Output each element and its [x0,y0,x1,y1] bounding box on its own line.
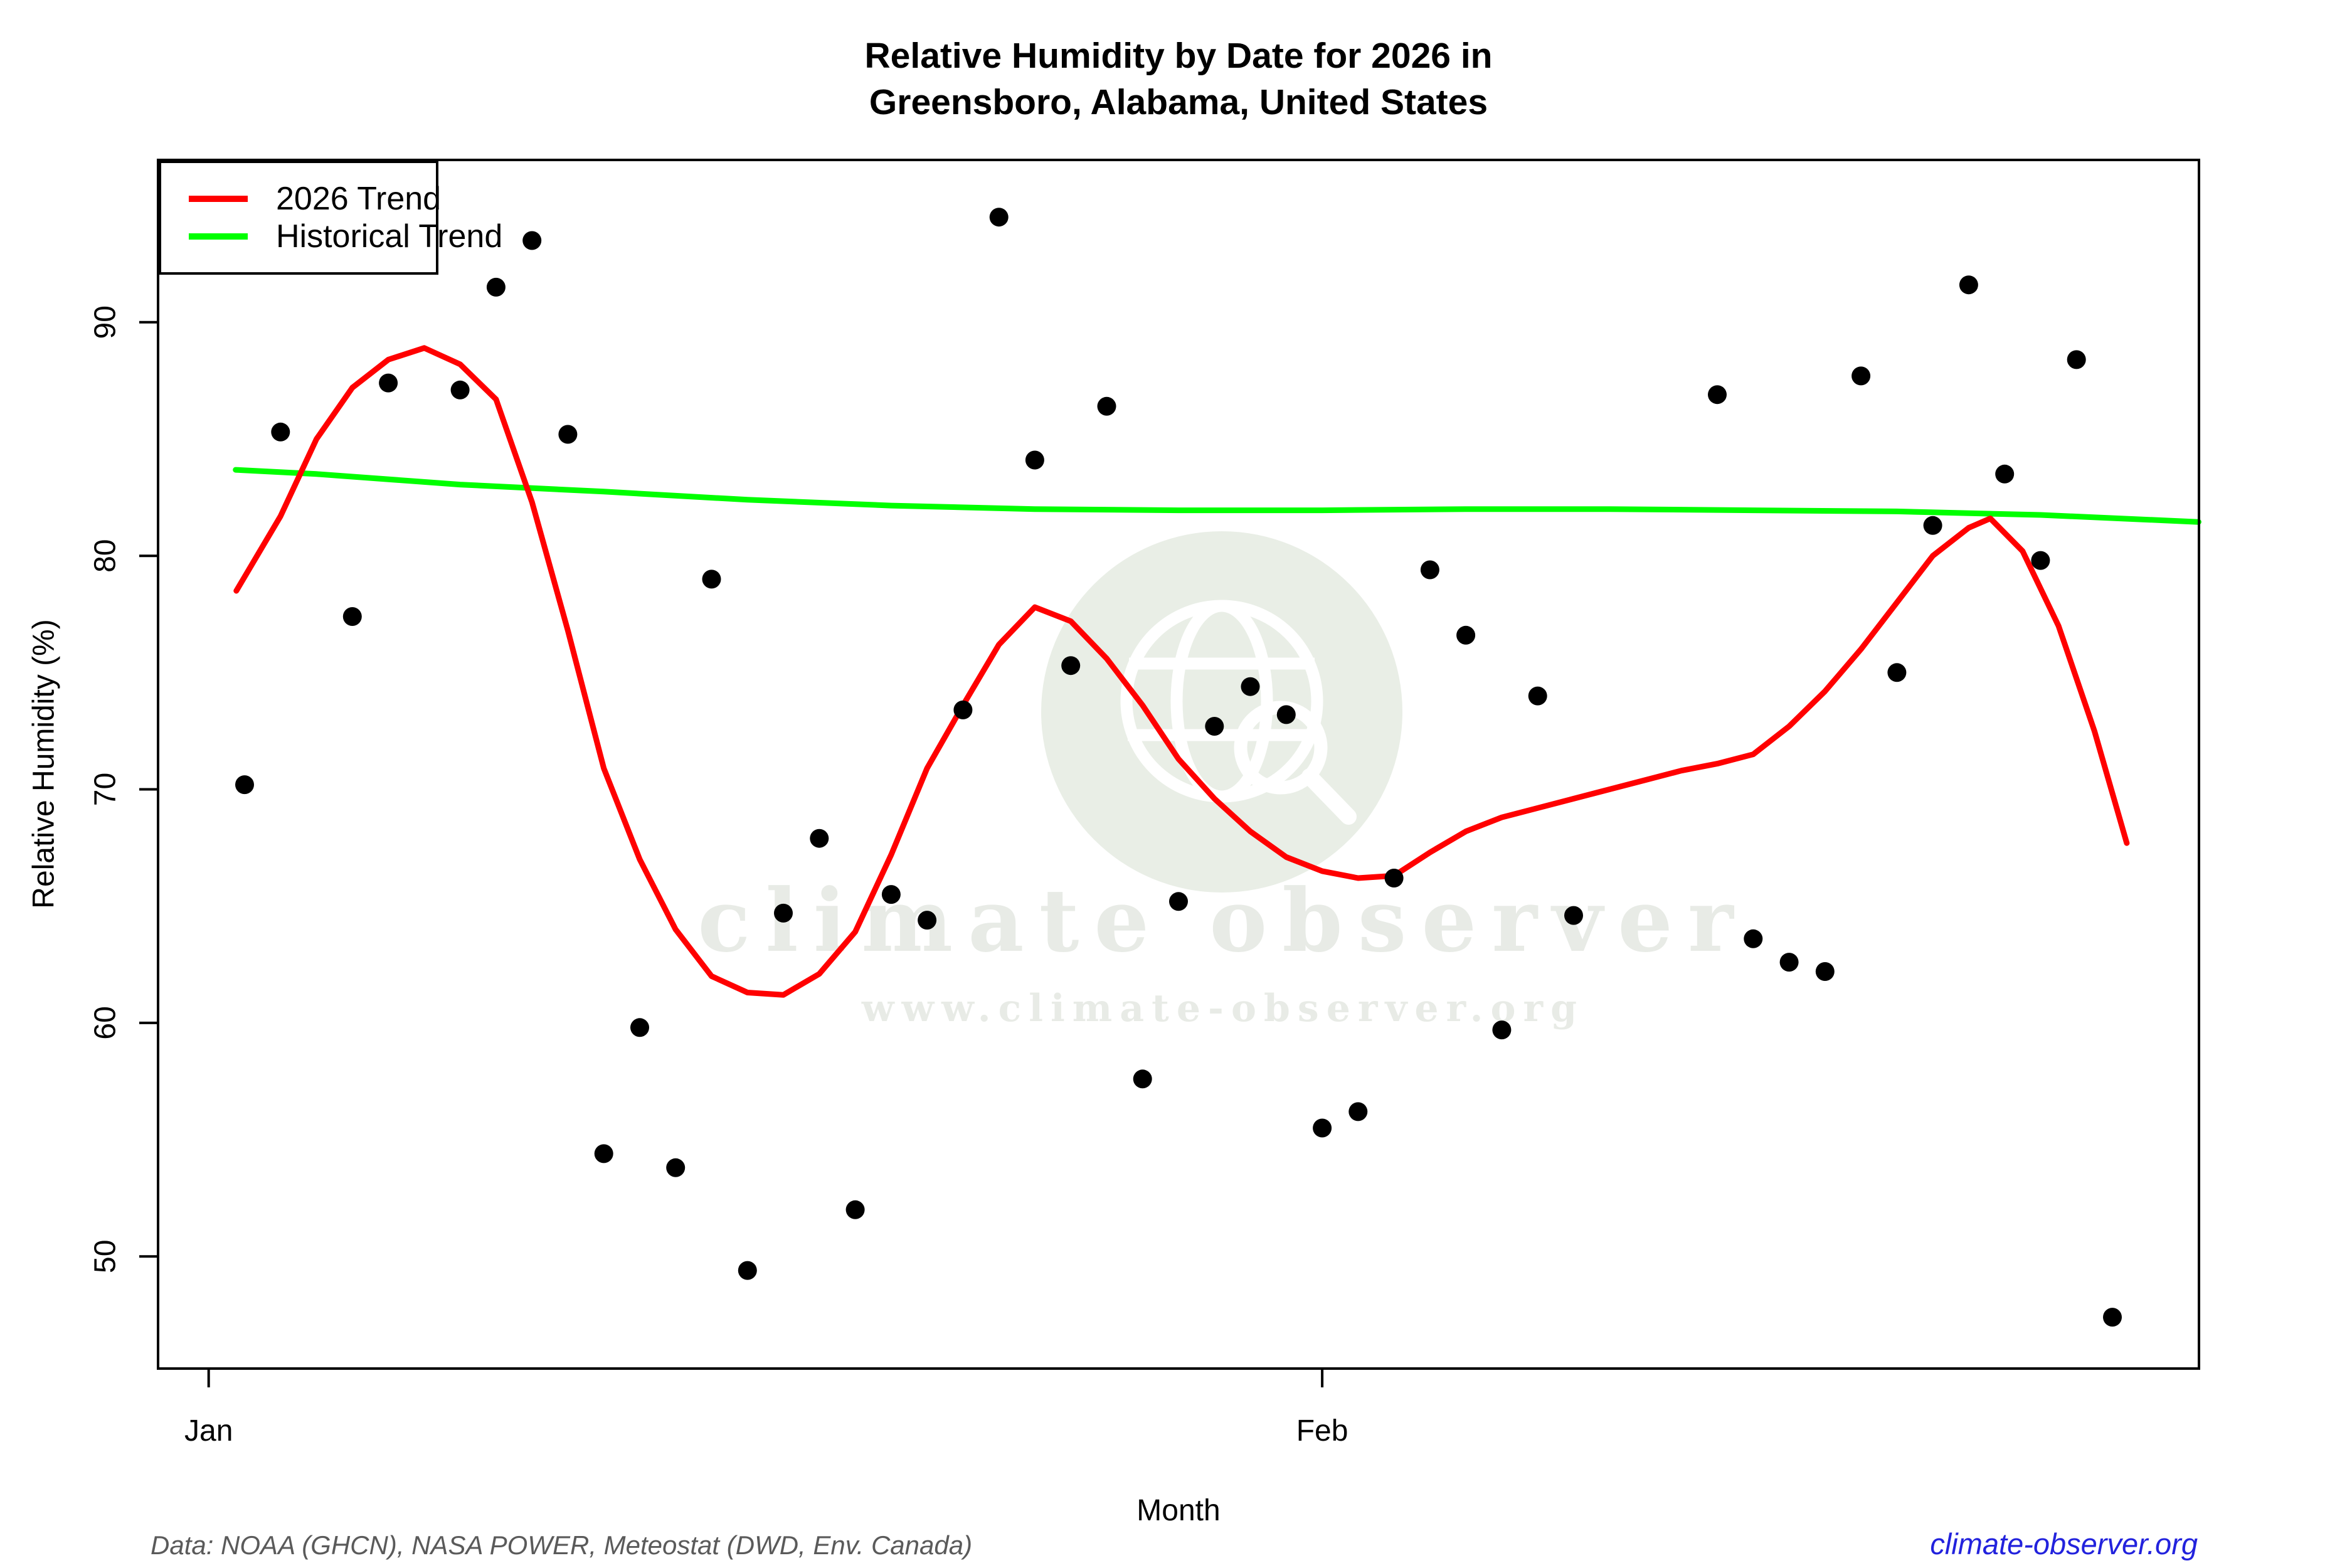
data-point [1995,464,2015,484]
data-point [1923,516,1942,535]
chart-title-line1: Relative Humidity by Date for 2026 in [864,36,1493,76]
trend-line-historical [233,467,2201,525]
legend-label-2026: 2026 Trend [276,181,442,217]
data-point [2103,1308,2122,1327]
series-layer [233,208,2201,1327]
chart-title-line2: Greensboro, Alabama, United States [869,82,1488,122]
data-point [953,700,973,719]
watermark-text: climate observer [697,869,1748,972]
plot-border [157,159,2200,1370]
site-link[interactable]: climate-observer.org [1930,1527,2198,1560]
x-axis-title: Month [1136,1494,1221,1527]
legend-line-sample-2026 [189,196,248,202]
x-tick-label-jan: Jan [184,1414,233,1448]
data-point [1348,1102,1368,1121]
data-source-note: Data: NOAA (GHCN), NASA POWER, Meteostat… [151,1530,973,1560]
data-point [1133,1069,1152,1089]
data-point [1097,396,1116,416]
x-tick-label-feb: Feb [1296,1414,1348,1448]
data-point [1025,450,1044,470]
y-tick-label-50: 50 [89,1240,122,1273]
legend-line-sample-historical [189,233,248,240]
data-point [1456,625,1476,645]
data-point [342,607,362,626]
data-point [881,885,901,904]
data-point [1169,892,1188,911]
data-point [1815,962,1835,981]
legend-item-2026: 2026 Trend [161,180,441,218]
data-point [1420,560,1439,580]
y-tick-label-80: 80 [89,539,122,573]
data-point [450,380,470,400]
legend-item-historical: Historical Trend [161,218,502,255]
globe-icon [1120,600,1357,825]
data-point [1887,663,1907,682]
data-point [1708,385,1727,405]
data-point [1276,705,1296,724]
data-point [1492,1020,1512,1040]
data-point [1061,656,1081,675]
data-point [630,1018,649,1037]
data-point [594,1144,613,1163]
legend-label-historical: Historical Trend [276,218,503,255]
y-tick-label-90: 90 [89,305,122,339]
data-point [989,208,1009,227]
chart-title: Relative Humidity by Date for 2026 in Gr… [158,33,2199,125]
data-point [271,422,290,442]
legend: 2026 Trend Historical Trend [159,161,502,275]
data-point [702,569,721,589]
data-point [918,911,937,930]
data-point [1959,275,1978,295]
data-point [845,1200,865,1219]
data-point [486,277,506,297]
data-point [774,903,793,923]
trend-line-2026 [233,345,2130,998]
data-point [738,1261,757,1280]
data-point [1564,906,1583,925]
data-point [235,775,254,795]
y-tick-label-70: 70 [89,773,122,806]
data-point [1384,869,1404,887]
data-point [1241,677,1260,696]
data-point [2067,350,2086,369]
data-point [1205,717,1224,736]
data-point [1779,953,1799,972]
data-point [666,1158,686,1177]
data-point [558,425,578,444]
data-point [810,829,829,848]
watermark-globe-disc [1041,531,1402,893]
plot-frame: 90 80 70 60 50 Jan Feb [89,159,2200,1448]
data-point [1313,1118,1332,1138]
data-point [2031,551,2050,570]
data-point [1851,366,1871,386]
y-axis-title: Relative Humidity (%) [27,619,61,909]
y-tick-label-60: 60 [89,1006,122,1039]
watermark-url: www.climate-observer.org [861,987,1584,1030]
data-point [379,373,398,393]
data-point [1528,686,1547,706]
data-point [1744,929,1763,948]
data-point [522,231,542,250]
watermark: climate observer www.climate-observer.or… [697,531,1748,1030]
